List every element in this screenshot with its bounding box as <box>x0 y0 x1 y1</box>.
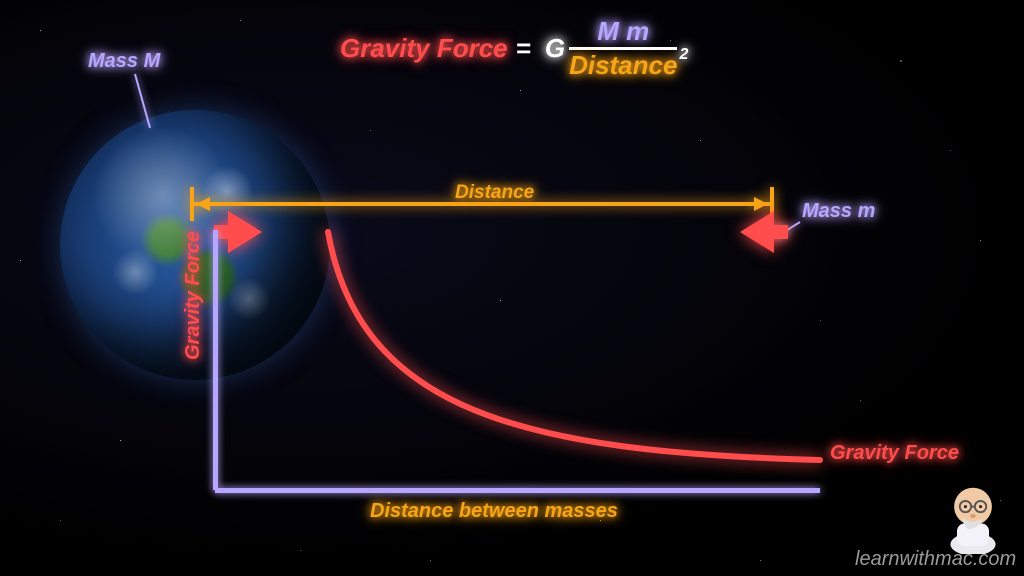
curve-label: Gravity Force <box>830 442 959 465</box>
watermark-text: learnwithmac.com <box>855 548 1016 571</box>
professor-avatar-icon <box>940 478 1006 554</box>
gravity-curve <box>0 0 1024 576</box>
